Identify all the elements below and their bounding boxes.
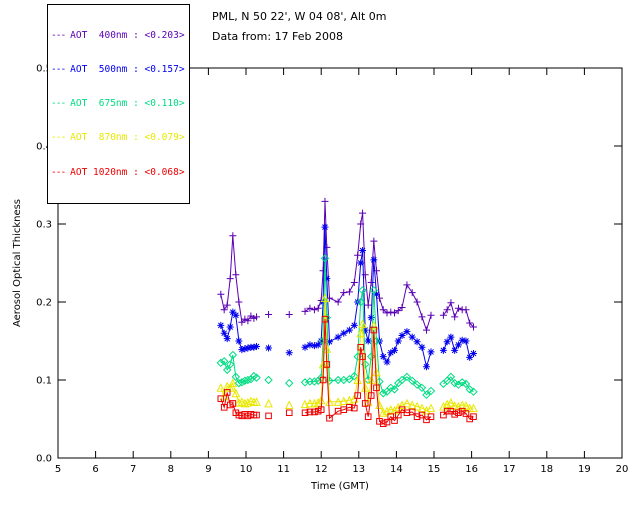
legend-box: --- AOT 400nm : <0.203> --- AOT 500nm : <0…	[47, 4, 190, 204]
svg-text:8: 8	[168, 464, 174, 475]
station-info: PML, N 50 22', W 04 08', Alt 0m	[212, 10, 387, 23]
svg-text:0.3: 0.3	[36, 220, 52, 231]
data-date: Data from: 17 Feb 2008	[212, 30, 344, 43]
legend-label-870nm: AOT 870nm : <0.079>	[70, 132, 185, 144]
legend-line-sample-500nm: ---	[51, 64, 66, 76]
legend-item-400nm: --- AOT 400nm : <0.203>	[51, 30, 185, 41]
svg-text:0.4: 0.4	[36, 142, 52, 153]
legend-line-sample-1020nm: ---	[51, 166, 66, 178]
svg-text:0.0: 0.0	[36, 454, 52, 465]
plot-header: PML, N 50 22', W 04 08', Alt 0m Data fro…	[212, 7, 386, 47]
legend-item-870nm: --- AOT 870nm : <0.079>	[51, 132, 185, 143]
legend-label-675nm: AOT 675nm : <0.110>	[70, 98, 185, 110]
svg-text:16: 16	[465, 464, 478, 475]
svg-text:Time (GMT): Time (GMT)	[310, 481, 369, 492]
legend-line-sample-675nm: ---	[51, 98, 66, 110]
svg-text:0.1: 0.1	[36, 376, 52, 387]
legend-label-1020nm: AOT 1020nm : <0.068>	[70, 166, 185, 178]
svg-text:10: 10	[240, 464, 253, 475]
svg-text:0.2: 0.2	[36, 298, 52, 309]
svg-text:14: 14	[390, 464, 403, 475]
svg-text:7: 7	[130, 464, 136, 475]
svg-text:18: 18	[540, 464, 553, 475]
legend-line-sample-870nm: ---	[51, 132, 66, 144]
legend-item-500nm: --- AOT 500nm : <0.157>	[51, 64, 185, 75]
svg-text:Aerosol Optical Thickness: Aerosol Optical Thickness	[12, 199, 23, 327]
svg-text:15: 15	[428, 464, 441, 475]
svg-text:13: 13	[352, 464, 365, 475]
svg-text:5: 5	[55, 464, 61, 475]
svg-text:9: 9	[205, 464, 211, 475]
legend-item-1020nm: --- AOT 1020nm : <0.068>	[51, 167, 185, 178]
svg-text:6: 6	[92, 464, 98, 475]
legend-label-400nm: AOT 400nm : <0.203>	[70, 29, 185, 41]
svg-text:12: 12	[315, 464, 328, 475]
svg-text:20: 20	[616, 464, 629, 475]
legend-line-sample-400nm: ---	[51, 29, 66, 41]
svg-text:17: 17	[503, 464, 516, 475]
legend-item-675nm: --- AOT 675nm : <0.110>	[51, 98, 185, 109]
legend-label-500nm: AOT 500nm : <0.157>	[70, 64, 185, 76]
svg-text:19: 19	[578, 464, 591, 475]
svg-text:0.5: 0.5	[36, 64, 52, 75]
svg-text:11: 11	[277, 464, 290, 475]
